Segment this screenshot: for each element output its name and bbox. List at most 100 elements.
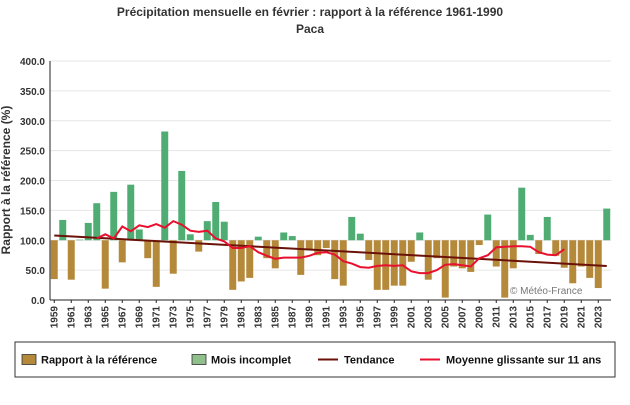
x-tick-label: 1997 xyxy=(372,306,383,329)
y-tick-label: 100.0 xyxy=(20,236,45,247)
x-tick-label: 1971 xyxy=(151,306,162,329)
bar-1990 xyxy=(314,240,322,256)
bar-1966 xyxy=(110,191,118,241)
x-tick-label: 2015 xyxy=(525,306,536,329)
x-tick-label: 1973 xyxy=(168,306,179,329)
bar-1976 xyxy=(195,240,203,252)
legend-swatch xyxy=(191,354,207,365)
bar-1987 xyxy=(288,236,296,241)
x-tick-label: 2005 xyxy=(440,306,451,329)
bar-1960 xyxy=(59,219,67,241)
x-tick-label: 1981 xyxy=(236,306,247,329)
bar-1989 xyxy=(305,240,313,250)
y-tick-label: 350.0 xyxy=(20,87,45,98)
x-tick-label: 2001 xyxy=(406,306,417,329)
bar-2012 xyxy=(501,240,509,298)
bar-1970 xyxy=(144,240,152,259)
bar-1978 xyxy=(212,202,220,241)
y-tick-label: 250.0 xyxy=(20,147,45,158)
bar-1971 xyxy=(152,240,160,287)
x-tick-label: 1967 xyxy=(117,306,128,329)
y-tick-label: 200.0 xyxy=(20,177,45,188)
bar-2014 xyxy=(518,187,526,241)
bar-2005 xyxy=(441,240,449,298)
bar-1972 xyxy=(161,131,169,241)
x-tick-label: 1975 xyxy=(185,306,196,329)
bar-2015 xyxy=(526,234,534,241)
bar-1992 xyxy=(331,240,339,280)
plot-area: 0.0 50.0 100.0 150.0 200.0 250.0 300.0 350.0 400… xyxy=(20,57,611,328)
legend-label: Moyenne glissante sur 11 ans xyxy=(446,355,601,367)
x-tick-label: 2003 xyxy=(423,306,434,329)
bar-2008 xyxy=(467,240,475,272)
legend: Rapport à la référence Mois incomplet Tend… xyxy=(14,341,616,378)
x-tick-label: 1961 xyxy=(66,306,77,329)
bar-2020 xyxy=(569,240,577,284)
y-tick-label: 50.0 xyxy=(26,266,46,277)
bar-2019 xyxy=(560,240,568,268)
bar-1985 xyxy=(271,240,279,269)
bar-1969 xyxy=(135,229,143,241)
bar-1961 xyxy=(67,240,75,280)
bar-1975 xyxy=(186,234,194,241)
x-tick-label: 1979 xyxy=(219,306,230,329)
bar-1973 xyxy=(169,240,177,274)
bar-2004 xyxy=(433,240,441,259)
bar-2024 xyxy=(603,208,611,241)
bar-1968 xyxy=(127,184,135,241)
bar-2017 xyxy=(543,216,551,241)
x-tick-label: 1995 xyxy=(355,306,366,329)
bar-2006 xyxy=(450,240,458,267)
x-tick-label: 1983 xyxy=(253,306,264,329)
x-tick-label: 2021 xyxy=(576,306,587,329)
bar-1974 xyxy=(178,170,186,241)
bar-1982 xyxy=(246,240,254,278)
bar-2009 xyxy=(475,240,483,246)
x-tick-label: 2007 xyxy=(457,306,468,329)
legend-label: Tendance xyxy=(344,355,395,367)
legend-label: Rapport à la référence xyxy=(41,355,157,367)
bar-2016 xyxy=(535,240,543,254)
bar-1991 xyxy=(322,240,330,249)
bar-1964 xyxy=(93,203,101,241)
bar-1981 xyxy=(237,240,245,282)
bar-2002 xyxy=(416,232,424,241)
bar-1993 xyxy=(339,240,347,286)
x-tick-label: 1959 xyxy=(49,306,60,329)
legend-box xyxy=(14,341,616,378)
y-axis-label: Rapport à la référence (%) xyxy=(0,106,13,255)
bar-2003 xyxy=(424,240,432,280)
trend-line xyxy=(54,234,607,267)
bar-2010 xyxy=(484,214,492,241)
moving-average-line xyxy=(96,219,565,275)
bar-1986 xyxy=(280,232,288,241)
bar-2001 xyxy=(407,240,415,262)
bar-1959 xyxy=(50,240,58,280)
x-tick-label: 2009 xyxy=(474,306,485,329)
bar-1995 xyxy=(356,233,364,241)
bar-2000 xyxy=(399,240,407,286)
x-tick-label: 1993 xyxy=(338,306,349,329)
bar-2011 xyxy=(492,240,500,267)
x-tick-label: 1989 xyxy=(304,306,315,329)
bar-1962 xyxy=(76,239,84,241)
bar-1963 xyxy=(84,222,92,241)
x-tick-label: 2017 xyxy=(542,306,553,329)
x-tick-label: 2013 xyxy=(508,306,519,329)
x-tick-label: 1969 xyxy=(134,306,145,329)
x-tick-label: 1963 xyxy=(83,306,94,329)
x-tick-label: 1999 xyxy=(389,306,400,329)
y-tick-label: 150.0 xyxy=(20,206,45,217)
x-tick-label: 1991 xyxy=(321,306,332,329)
bar-1979 xyxy=(220,221,228,241)
y-tick-label: 0.0 xyxy=(31,296,45,307)
legend-swatch xyxy=(21,354,37,365)
x-tick-label: 2019 xyxy=(559,306,570,329)
bar-2022 xyxy=(586,240,594,278)
bar-1980 xyxy=(229,240,237,290)
chart-title: Précipitation mensuelle en février : rap… xyxy=(117,5,504,19)
bar-2023 xyxy=(594,240,602,289)
bar-1996 xyxy=(365,240,373,260)
bar-1999 xyxy=(390,240,398,286)
